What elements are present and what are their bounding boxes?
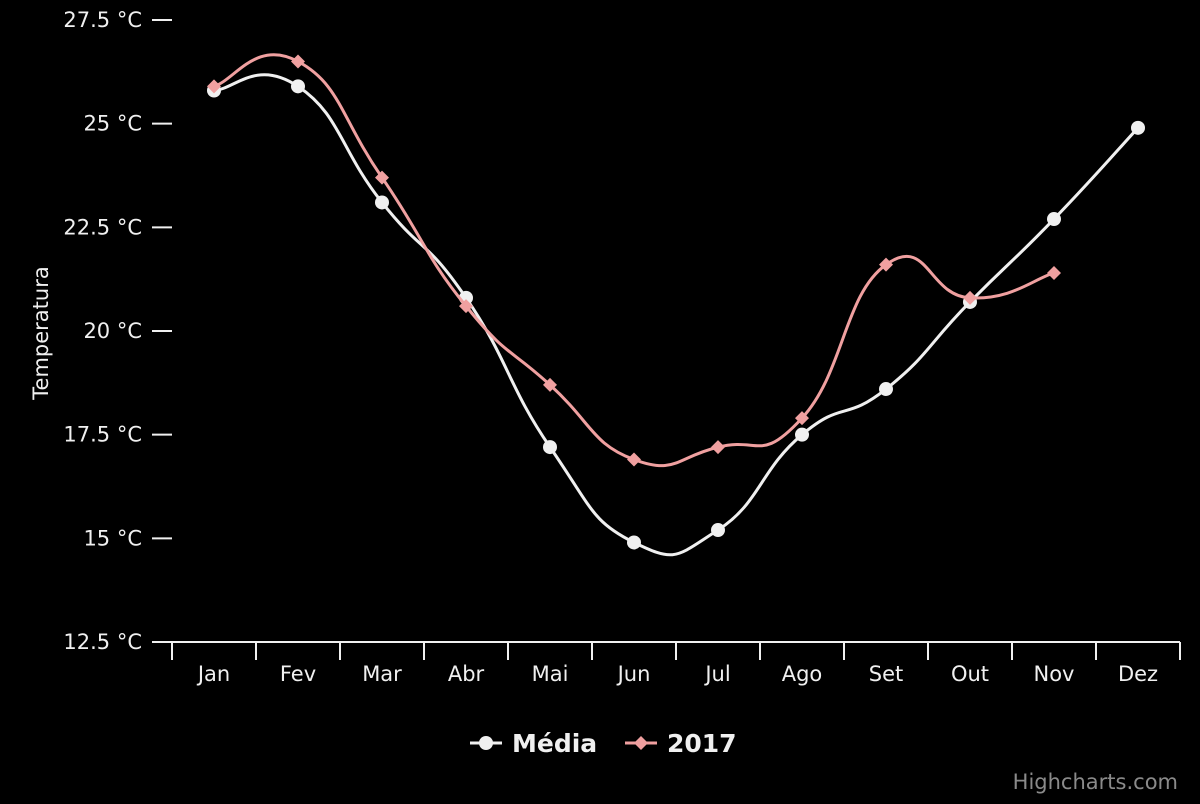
x-tick-label: Abr: [448, 662, 485, 686]
x-tick-label: Nov: [1034, 662, 1075, 686]
data-point[interactable]: [963, 290, 977, 305]
legend-marker[interactable]: [634, 736, 648, 750]
legend-item-0[interactable]: Média: [470, 729, 597, 758]
x-tick-label: Dez: [1118, 662, 1158, 686]
legend-marker[interactable]: [479, 736, 493, 750]
y-tick-label: 17.5 °C: [63, 423, 142, 447]
x-tick-label: Ago: [782, 662, 823, 686]
data-point[interactable]: [795, 411, 809, 426]
y-tick-label: 22.5 °C: [63, 215, 142, 239]
data-point[interactable]: [375, 170, 389, 185]
data-point[interactable]: [207, 79, 221, 94]
y-tick-label: 25 °C: [83, 112, 142, 136]
x-tick-label: Jul: [703, 662, 730, 686]
data-point[interactable]: [291, 79, 305, 94]
y-tick-label: 12.5 °C: [63, 630, 142, 654]
data-point[interactable]: [795, 427, 809, 442]
data-point[interactable]: [711, 523, 725, 538]
data-point[interactable]: [627, 452, 641, 467]
x-tick-label: Mai: [532, 662, 569, 686]
y-tick-label: 27.5 °C: [63, 8, 142, 32]
data-point[interactable]: [1131, 120, 1145, 135]
legend-label: 2017: [667, 729, 737, 758]
data-point[interactable]: [627, 535, 641, 550]
series-line: [213, 73, 1140, 557]
data-point[interactable]: [375, 195, 389, 210]
y-tick-label: 15 °C: [83, 526, 142, 550]
axes: Jan Fev Mar Abr Mai Jun Jul Ago Set Out Nov Dez 12.5…: [63, 8, 1181, 686]
x-tick-label: Jun: [616, 662, 651, 686]
credits-link[interactable]: Highcharts.com: [1013, 770, 1178, 794]
y-tick-label: 20 °C: [83, 319, 142, 343]
x-tick-label: Jan: [196, 662, 230, 686]
y-axis-title: Temperatura: [29, 266, 53, 400]
legend-item-1[interactable]: 2017: [625, 729, 737, 758]
x-tick-label: Fev: [280, 662, 316, 686]
data-point[interactable]: [711, 440, 725, 455]
legend-label: Média: [512, 729, 597, 758]
data-point[interactable]: [543, 377, 557, 392]
data-point[interactable]: [879, 257, 893, 272]
data-point[interactable]: [1047, 265, 1061, 280]
series-line: [213, 53, 1055, 468]
data-point[interactable]: [459, 299, 473, 314]
data-point[interactable]: [879, 382, 893, 397]
x-tick-label: Set: [869, 662, 903, 686]
series-layer: [207, 53, 1145, 557]
data-point[interactable]: [543, 440, 557, 455]
x-tick-label: Mar: [362, 662, 402, 686]
x-tick-label: Out: [951, 662, 989, 686]
data-point[interactable]: [291, 54, 305, 69]
legend[interactable]: Média 2017: [470, 729, 737, 758]
series-1: [207, 53, 1061, 468]
series-0: [207, 73, 1145, 557]
data-point[interactable]: [1047, 212, 1061, 227]
